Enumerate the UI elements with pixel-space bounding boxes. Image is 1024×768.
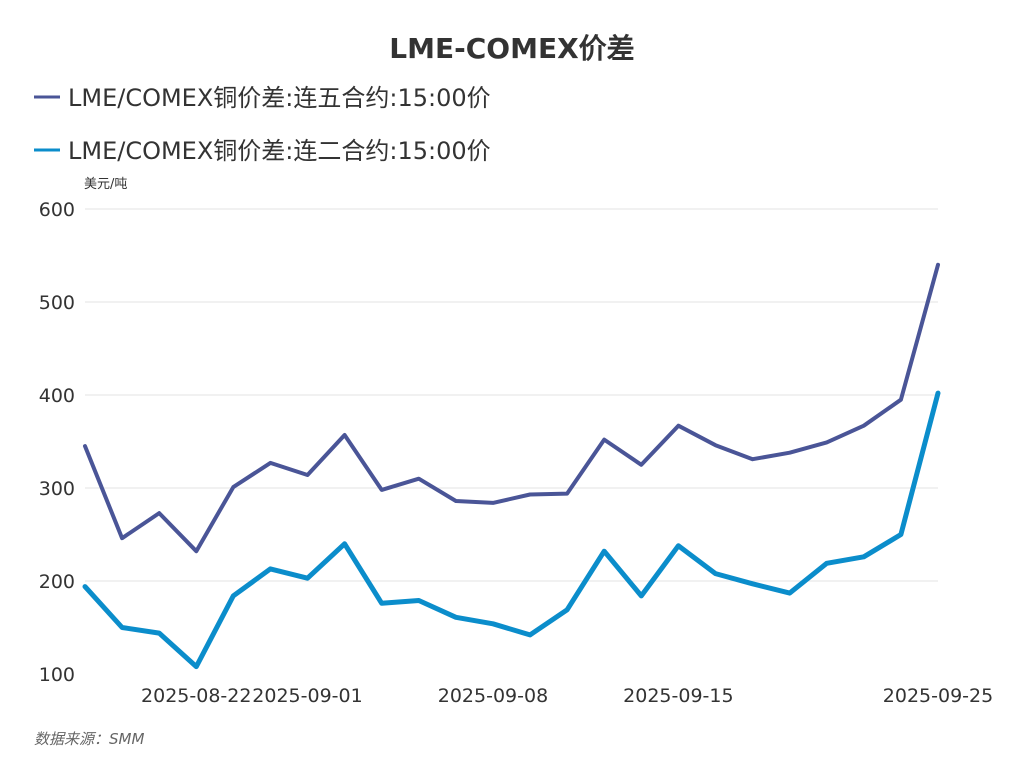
series-lines	[82, 262, 941, 670]
source-note: 数据来源：SMM	[34, 730, 144, 748]
y-tick-label: 100	[39, 664, 75, 686]
legend-label-series-2: LME/COMEX铜价差:连二合约:15:00价	[68, 137, 491, 165]
x-tick-label: 2025-08-22	[141, 685, 251, 707]
y-axis-unit-label: 美元/吨	[84, 177, 127, 192]
y-tick-label: 500	[39, 292, 75, 314]
chart-title: LME-COMEX价差	[389, 32, 634, 65]
x-tick-label: 2025-09-08	[438, 685, 548, 707]
y-tick-label: 400	[39, 385, 75, 407]
y-tick-label: 200	[39, 571, 75, 593]
series-line-1	[83, 262, 940, 554]
legend: LME/COMEX铜价差:连五合约:15:00价 LME/COMEX铜价差:连二…	[34, 84, 491, 165]
x-tick-label: 2025-09-15	[623, 685, 733, 707]
y-tick-label: 300	[39, 478, 75, 500]
x-tick-label: 2025-09-01	[252, 685, 362, 707]
series-line-2	[82, 390, 941, 670]
y-axis-ticks: 100 200 300 400 500 600	[39, 199, 75, 686]
x-tick-label: 2025-09-25	[883, 685, 993, 707]
y-tick-label: 600	[39, 199, 75, 221]
legend-label-series-1: LME/COMEX铜价差:连五合约:15:00价	[68, 84, 491, 112]
gridlines	[85, 208, 938, 582]
x-axis-ticks: 2025-08-22 2025-09-01 2025-09-08 2025-09-15…	[141, 685, 993, 707]
